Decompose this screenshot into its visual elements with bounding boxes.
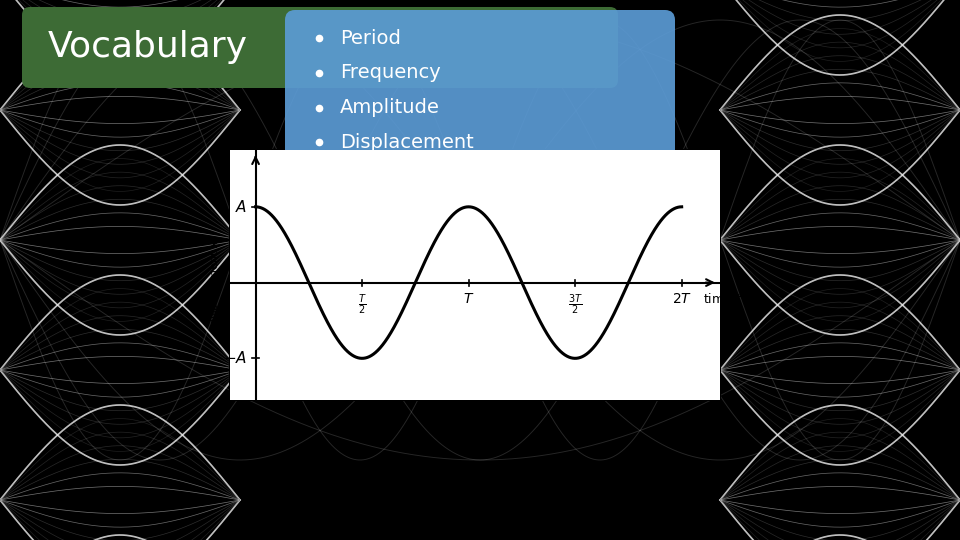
Text: displacement $x$: displacement $x$: [208, 239, 222, 326]
Text: Frequency: Frequency: [340, 63, 441, 82]
Text: Phase (difference): Phase (difference): [340, 167, 517, 186]
Text: $A$: $A$: [235, 199, 247, 215]
Text: $-A$: $-A$: [223, 350, 247, 366]
Text: Vocabulary: Vocabulary: [48, 30, 248, 64]
Text: $\frac{T}{2}$: $\frac{T}{2}$: [358, 293, 367, 317]
Text: $\frac{3T}{2}$: $\frac{3T}{2}$: [567, 293, 583, 317]
Text: $2T$: $2T$: [672, 293, 692, 306]
Text: time $t$: time $t$: [703, 293, 742, 306]
FancyBboxPatch shape: [230, 150, 720, 400]
FancyBboxPatch shape: [285, 10, 675, 205]
FancyBboxPatch shape: [22, 7, 618, 88]
Text: Period: Period: [340, 29, 401, 48]
Text: Displacement: Displacement: [340, 133, 473, 152]
Text: $T$: $T$: [463, 293, 474, 306]
Text: Amplitude: Amplitude: [340, 98, 440, 117]
